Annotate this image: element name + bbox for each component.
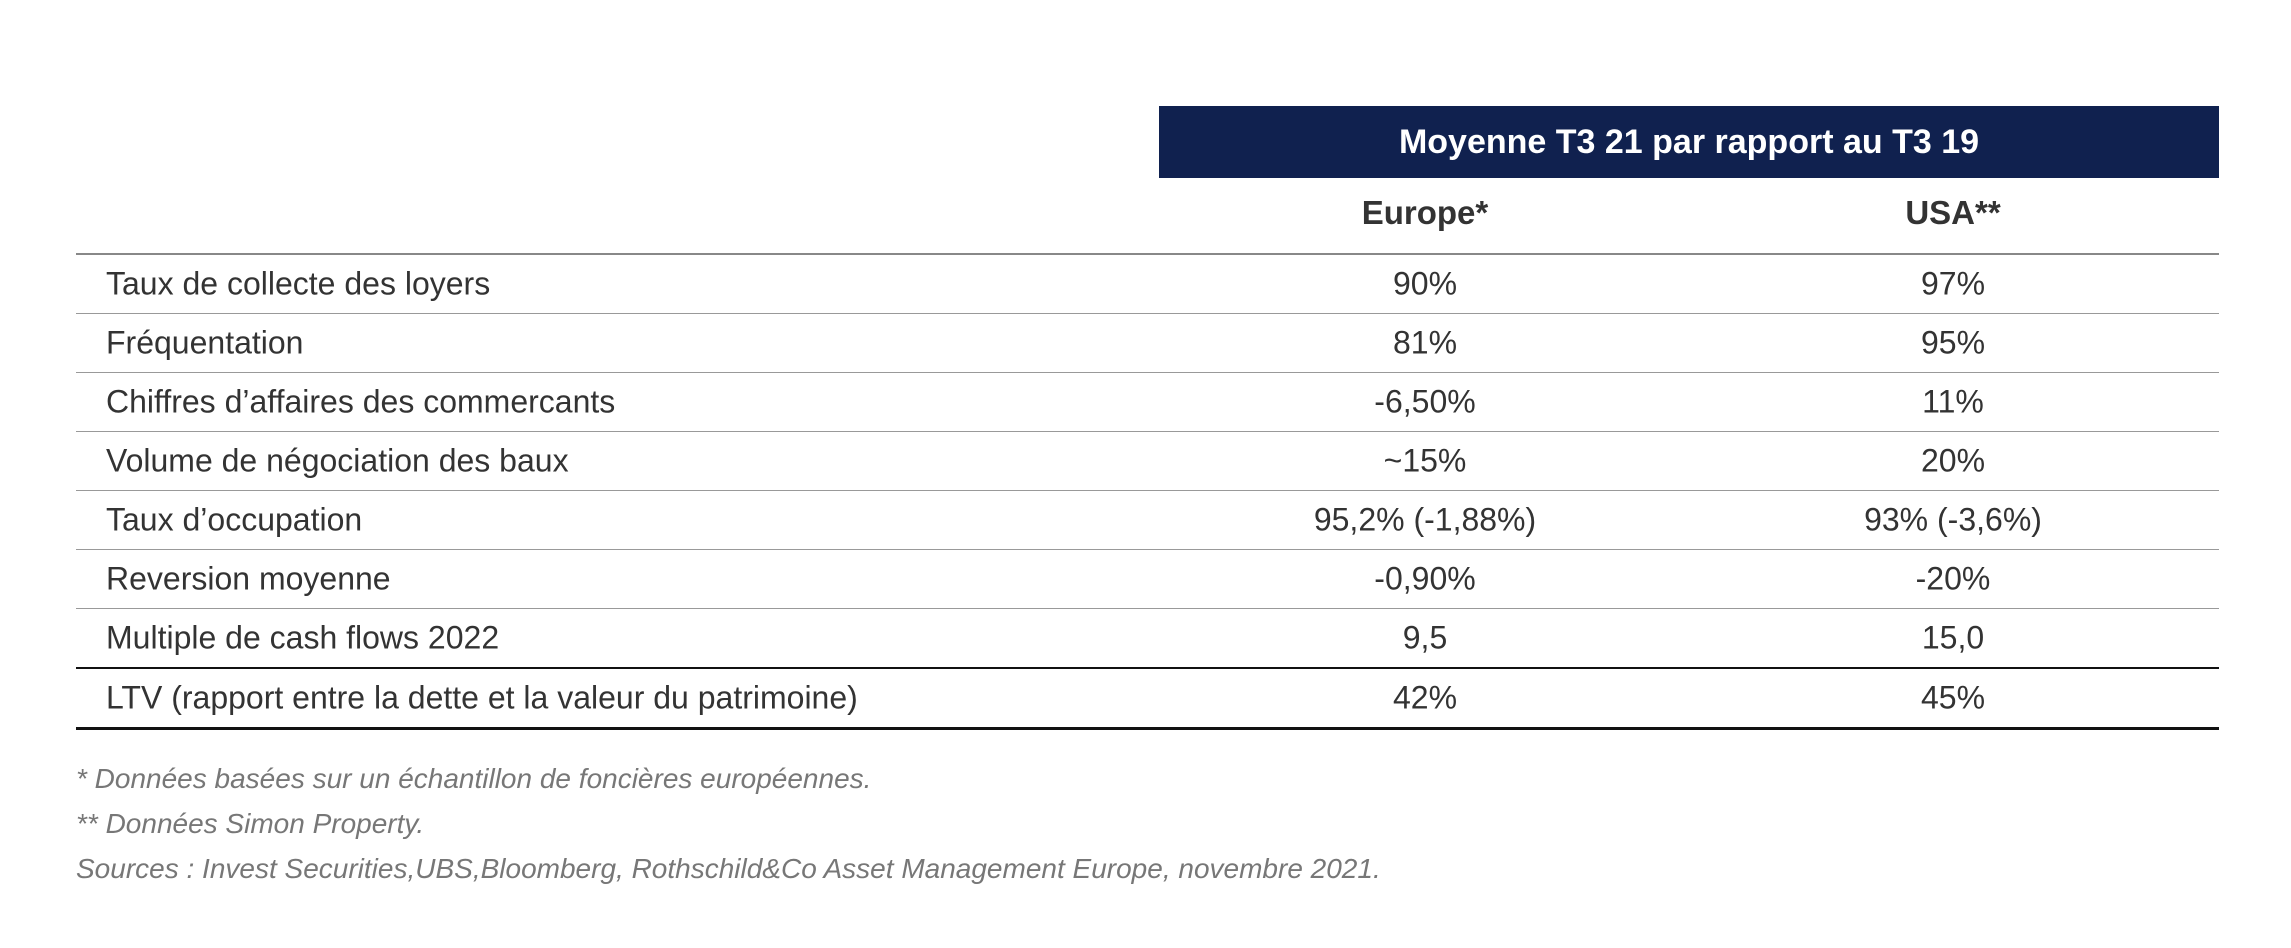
europe-value: ~15% bbox=[1383, 442, 1467, 479]
europe-value: 90% bbox=[1392, 265, 1458, 302]
table-row: Reversion moyenne -0,90% -20% bbox=[76, 550, 2219, 609]
sources-note: Sources : Invest Securities,UBS,Bloomber… bbox=[76, 853, 1381, 884]
usa-value: 20% bbox=[1920, 442, 1986, 479]
row-label: Multiple de cash flows 2022 bbox=[106, 619, 500, 656]
usa-value: 97% bbox=[1920, 265, 1986, 302]
row-label: LTV (rapport entre la dette et la valeur… bbox=[106, 679, 858, 716]
usa-value: -20% bbox=[1915, 560, 1991, 597]
row-label: Taux d’occupation bbox=[106, 501, 363, 538]
usa-value: 15,0 bbox=[1921, 619, 1985, 656]
column-header-europe: Europe* bbox=[1361, 194, 1489, 231]
footnote-usa: ** Données Simon Property. bbox=[76, 808, 425, 839]
europe-value: 81% bbox=[1392, 324, 1458, 361]
europe-value: 42% bbox=[1392, 679, 1458, 716]
table-row: LTV (rapport entre la dette et la valeur… bbox=[76, 667, 2219, 730]
row-label: Fréquentation bbox=[106, 324, 304, 361]
table-row: Fréquentation 81% 95% bbox=[76, 314, 2219, 373]
europe-value: 9,5 bbox=[1402, 619, 1448, 656]
usa-value: 95% bbox=[1920, 324, 1986, 361]
table-row: Volume de négociation des baux ~15% 20% bbox=[76, 432, 2219, 491]
footnotes: * Données basées sur un échantillon de f… bbox=[76, 756, 1381, 891]
europe-value: -0,90% bbox=[1374, 560, 1476, 597]
usa-value: 93% (-3,6%) bbox=[1864, 501, 2042, 538]
europe-value: 95,2% (-1,88%) bbox=[1313, 501, 1537, 538]
table-row: Taux de collecte des loyers 90% 97% bbox=[76, 255, 2219, 314]
data-table: Taux de collecte des loyers 90% 97% Fréque… bbox=[76, 253, 2219, 730]
row-label: Reversion moyenne bbox=[106, 560, 391, 597]
footnote-europe: * Données basées sur un échantillon de f… bbox=[76, 763, 872, 794]
column-header-usa: USA** bbox=[1905, 194, 2001, 231]
row-label: Taux de collecte des loyers bbox=[106, 265, 491, 302]
row-label: Volume de négociation des baux bbox=[106, 442, 569, 479]
table-row: Taux d’occupation 95,2% (-1,88%) 93% (-3,6… bbox=[76, 491, 2219, 550]
row-label: Chiffres d’affaires des commercants bbox=[106, 383, 616, 420]
europe-value: -6,50% bbox=[1374, 383, 1476, 420]
table-group-header: Moyenne T3 21 par rapport au T3 19 bbox=[1159, 106, 2219, 178]
usa-value: 45% bbox=[1920, 679, 1986, 716]
table-row: Chiffres d’affaires des commercants -6,50… bbox=[76, 373, 2219, 432]
table-row: Multiple de cash flows 2022 9,5 15,0 bbox=[76, 609, 2219, 667]
usa-value: 11% bbox=[1922, 383, 1984, 420]
